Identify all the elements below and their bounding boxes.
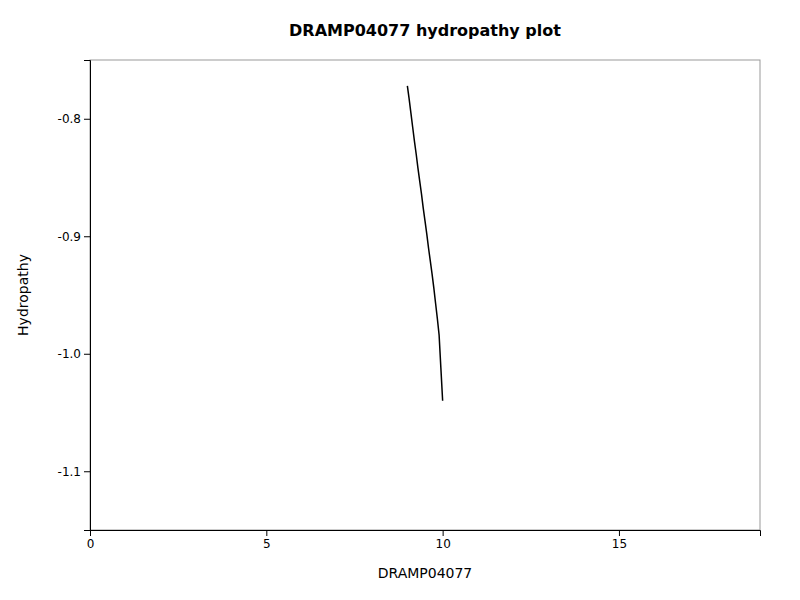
y-tick-label: -0.8 <box>58 112 81 126</box>
y-tick: -0.9 <box>58 230 90 244</box>
y-axis-line <box>84 61 91 531</box>
plot-frame <box>90 60 760 530</box>
y-tick-mark <box>84 354 90 355</box>
y-tick: -0.8 <box>58 112 90 126</box>
x-tick-label: 15 <box>612 537 627 551</box>
data-line <box>407 86 442 401</box>
x-tick-label: 0 <box>87 537 95 551</box>
y-tick-mark <box>84 236 90 237</box>
y-tick: -1.1 <box>58 465 90 479</box>
marks <box>407 86 442 401</box>
x-tick-label: 10 <box>435 537 450 551</box>
y-tick-label: -1.0 <box>58 347 81 361</box>
x-axis-line <box>91 531 761 537</box>
y-tick-label: -0.9 <box>58 230 81 244</box>
x-axis: 0 5 10 15 <box>87 530 761 551</box>
x-tick: 15 <box>612 530 627 551</box>
x-tick-mark <box>443 530 444 536</box>
y-axis-title: Hydropathy <box>15 254 31 336</box>
x-tick-mark <box>266 530 267 536</box>
x-tick: 0 <box>87 530 95 551</box>
y-tick-label: -1.1 <box>58 465 81 479</box>
x-tick-mark <box>619 530 620 536</box>
y-tick-mark <box>84 119 90 120</box>
chart-svg: 0 5 10 15 -1.1 -1.0 -0.9 -0.8 DRAMP04077 hydropa… <box>0 0 800 600</box>
x-tick: 5 <box>263 530 271 551</box>
x-axis-title: DRAMP04077 <box>378 565 473 581</box>
plot-area: 0 5 10 15 -1.1 -1.0 -0.9 -0.8 <box>58 60 761 551</box>
x-tick-label: 5 <box>263 537 271 551</box>
y-axis: -1.1 -1.0 -0.9 -0.8 <box>58 61 91 531</box>
chart-title: DRAMP04077 hydropathy plot <box>289 21 561 40</box>
y-tick-mark <box>84 471 90 472</box>
x-tick: 10 <box>435 530 450 551</box>
y-tick: -1.0 <box>58 347 90 361</box>
